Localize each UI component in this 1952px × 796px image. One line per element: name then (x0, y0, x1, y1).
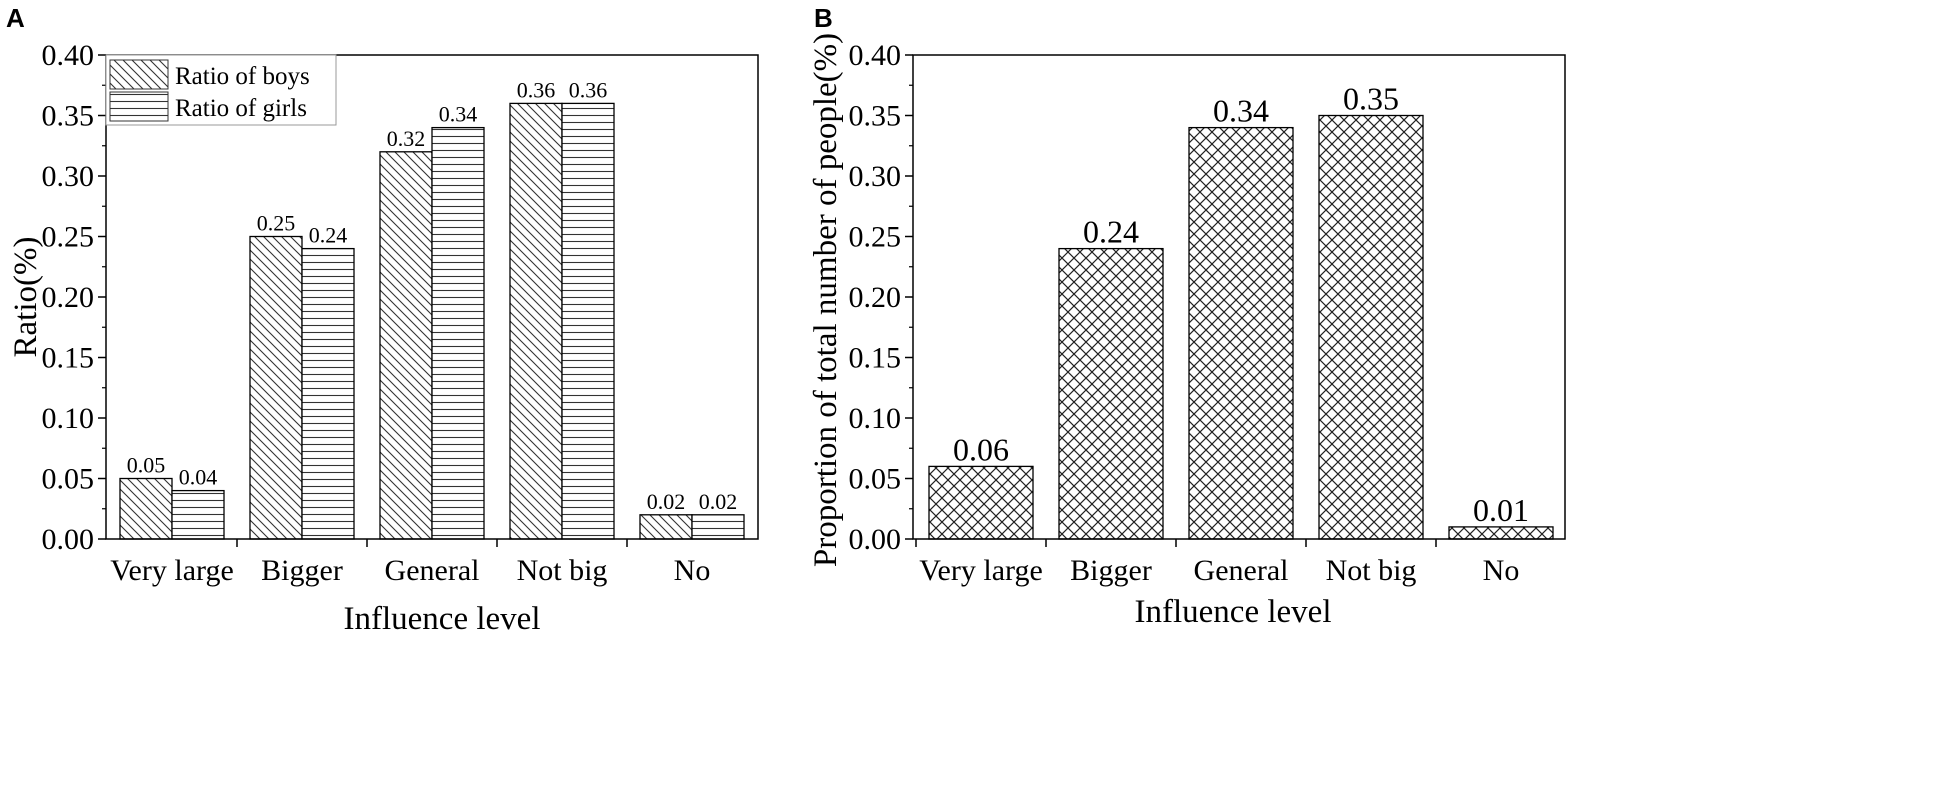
chart-b-y-tick-label: 0.05 (849, 463, 902, 496)
chart-a-data-label: 0.02 (647, 489, 686, 514)
chart-a-data-label: 0.24 (309, 223, 348, 248)
chart-b-marks: 0.06 0.24 0.34 0.35 0.01 (928, 81, 1554, 540)
chart-a-y-axis-title: Ratio(%) (8, 237, 44, 358)
chart-b-y-tick-label: 0.30 (849, 160, 902, 193)
chart-a-bar-ratio-of-boys-bigger (249, 235, 303, 540)
chart-a-x-tick-label-not-big: Not big (517, 554, 608, 587)
chart-b-data-label: 0.06 (953, 431, 1009, 467)
chart-b-y-tick-label: 0.10 (849, 402, 902, 435)
chart-a-data-label: 0.32 (387, 126, 426, 151)
chart-a-data-label: 0.36 (517, 77, 556, 102)
chart-b-bar-series-not-big (1318, 114, 1424, 540)
chart-b-x-axis-title: Influence level (1135, 594, 1332, 630)
chart-b-x-tick-label-not-big: Not big (1326, 554, 1417, 587)
chart-a-x-axis-title: Influence level (344, 601, 541, 637)
chart-a-y-tick-label: 0.25 (42, 221, 95, 254)
chart-a-marks: 0.05 0.25 0.32 0.36 0.02 0.04 0.24 0.34 0.36 0.02 (119, 77, 745, 540)
chart-a-bar-ratio-of-girls-very-large (171, 489, 225, 540)
chart-a-y-tick-label: 0.30 (42, 160, 95, 193)
chart-a-y-tick-label: 0.40 (42, 39, 95, 72)
chart-a-bar-ratio-of-girls-bigger (301, 247, 355, 540)
chart-a-data-label: 0.04 (179, 465, 218, 490)
chart-b-data-label: 0.34 (1213, 93, 1269, 129)
chart-b-data-label: 0.24 (1083, 214, 1139, 250)
legend-label-girls: Ratio of girls (175, 95, 307, 122)
chart-a-y-tick-label: 0.20 (42, 281, 95, 314)
chart-b-y-tick-label: 0.40 (849, 39, 902, 72)
chart-a-data-label: 0.25 (257, 211, 296, 236)
chart-b-y-tick-label: 0.35 (849, 100, 902, 133)
chart-a-axis: 0.00 0.05 0.10 0.15 0.20 0.25 0.30 0.35 0.40 Very… (42, 39, 711, 587)
chart-a-y-tick-label: 0.05 (42, 463, 95, 496)
chart-b-bar-series-bigger (1058, 247, 1164, 540)
chart-b-bar-series-general (1188, 126, 1294, 540)
legend-swatch-girls (109, 91, 169, 122)
chart-b-axis: 0.00 0.05 0.10 0.15 0.20 0.25 0.30 0.35 0.40 Very… (849, 39, 1520, 587)
panel-letter-a: A (6, 3, 25, 33)
chart-b-y-tick-label: 0.15 (849, 342, 902, 375)
chart-a-data-label: 0.34 (439, 102, 478, 127)
chart-a-data-label: 0.02 (699, 489, 738, 514)
chart-a-bar-ratio-of-girls-not-big (561, 102, 615, 540)
chart-a-bar-ratio-of-girls-general (431, 126, 485, 540)
chart-panel-a: A 0.050.250.320.360.020.040.240.340.360.… (6, 3, 759, 637)
chart-a-y-tick-label: 0.15 (42, 342, 95, 375)
chart-a-bar-ratio-of-boys-no (639, 514, 693, 540)
chart-a-bar-ratio-of-boys-not-big (509, 102, 563, 540)
legend-swatch-boys (109, 59, 169, 90)
chart-panel-b: B 0.060.240.34 0.350.01 0.000.050.100.150… (808, 3, 1566, 630)
chart-a-legend: Ratio of boys Ratio of girls (105, 54, 337, 126)
chart-a-data-label: 0.05 (127, 453, 166, 478)
chart-a-x-tick-label-bigger: Bigger (261, 554, 343, 587)
chart-a-bar-ratio-of-boys-general (379, 151, 433, 540)
chart-a-x-tick-label-no: No (674, 554, 711, 587)
chart-a-x-tick-label-general: General (385, 554, 480, 587)
chart-a-bar-ratio-of-boys-very-large (119, 477, 173, 540)
chart-a-y-tick-label: 0.10 (42, 402, 95, 435)
chart-b-x-tick-label-very-large: Very large (919, 554, 1043, 587)
chart-b-data-label: 0.01 (1473, 492, 1529, 528)
panel-letter-b: B (814, 3, 833, 33)
chart-b-y-axis-title: Proportion of total number of people(%) (808, 33, 844, 567)
chart-b-x-tick-label-general: General (1194, 554, 1289, 587)
chart-b-x-tick-label-bigger: Bigger (1070, 554, 1152, 587)
legend-label-boys: Ratio of boys (175, 63, 310, 90)
chart-b-bar-series-no (1448, 526, 1554, 540)
chart-b-y-tick-label: 0.25 (849, 221, 902, 254)
chart-b-data-label: 0.35 (1343, 81, 1399, 117)
chart-a-data-label: 0.36 (569, 77, 608, 102)
chart-b-y-tick-label: 0.00 (849, 523, 902, 556)
chart-a-y-tick-label: 0.00 (42, 523, 95, 556)
chart-b-x-tick-label-no: No (1483, 554, 1520, 587)
chart-b-y-tick-label: 0.20 (849, 281, 902, 314)
chart-a-y-tick-label: 0.35 (42, 100, 95, 133)
chart-b-bar-series-very-large (928, 465, 1034, 540)
chart-a-bar-ratio-of-girls-no (691, 514, 745, 540)
chart-a-x-tick-label-very-large: Very large (110, 554, 234, 587)
